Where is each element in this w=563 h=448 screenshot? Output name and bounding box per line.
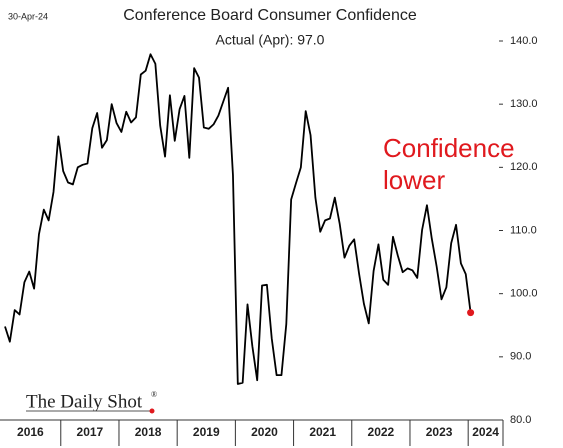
y-tick-label: 100.0 bbox=[510, 288, 538, 300]
date-note: 30-Apr-24 bbox=[8, 11, 48, 21]
annotation: Confidence bbox=[383, 133, 515, 163]
y-tick-label: 140.0 bbox=[510, 35, 538, 47]
y-tick-label: 80.0 bbox=[510, 414, 531, 426]
x-tick-label: 2021 bbox=[309, 425, 336, 439]
x-tick-label: 2024 bbox=[472, 425, 499, 439]
annotation: lower bbox=[383, 165, 445, 195]
last-point bbox=[467, 309, 475, 317]
x-tick-label: 2016 bbox=[17, 425, 44, 439]
chart-subtitle: Actual (Apr): 97.0 bbox=[216, 32, 325, 48]
y-tick-label: 90.0 bbox=[510, 351, 531, 363]
series-line bbox=[4, 53, 472, 385]
logo-dot bbox=[149, 408, 155, 414]
source-mark: ® bbox=[151, 390, 157, 399]
x-tick-label: 2020 bbox=[251, 425, 278, 439]
x-tick-label: 2022 bbox=[368, 425, 395, 439]
y-tick-label: 130.0 bbox=[510, 98, 538, 110]
source-logo: The Daily Shot bbox=[26, 391, 143, 412]
x-tick-label: 2019 bbox=[193, 425, 220, 439]
y-tick-label: 120.0 bbox=[510, 161, 538, 173]
x-tick-label: 2017 bbox=[77, 425, 104, 439]
y-tick-label: 110.0 bbox=[510, 224, 537, 236]
x-tick-label: 2023 bbox=[426, 425, 453, 439]
x-tick-label: 2018 bbox=[135, 425, 162, 439]
chart-title: Conference Board Consumer Confidence bbox=[123, 7, 417, 24]
